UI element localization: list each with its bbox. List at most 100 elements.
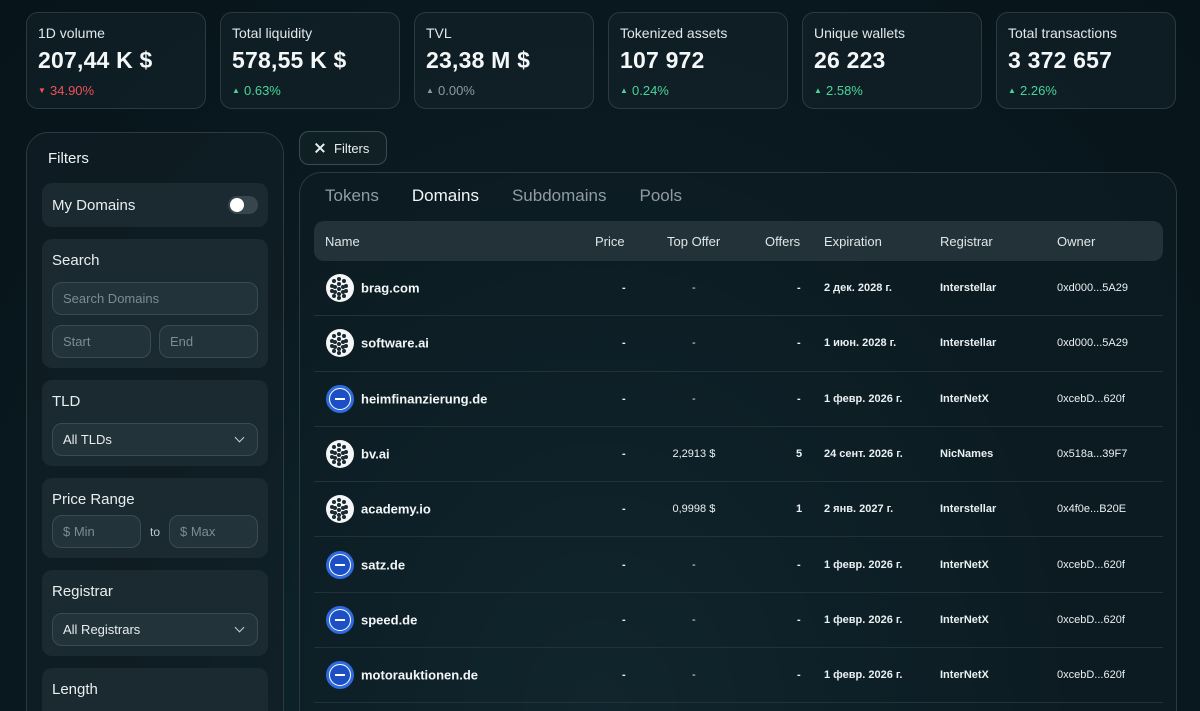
stat-label: Unique wallets (814, 25, 906, 41)
table-row[interactable]: academy.io - 0,9998 $ 1 2 янв. 2027 г. I… (314, 482, 1163, 538)
search-filter: Search Search Domains Start End (42, 239, 268, 368)
minus-logo-icon (326, 605, 354, 634)
domain-name[interactable]: speed.de (361, 612, 418, 628)
stat-label: Total liquidity (232, 25, 313, 41)
triangle-down-icon: ▼ (38, 86, 46, 95)
search-label: Search (52, 252, 100, 269)
length-label: Length (52, 681, 98, 698)
my-domains-toggle[interactable] (228, 196, 258, 214)
price-range-label: Price Range (52, 491, 135, 508)
offers-cell: - (797, 558, 801, 571)
owner-cell[interactable]: 0xcebD...620f (1057, 392, 1125, 405)
column-header-price[interactable]: Price (595, 234, 625, 249)
owner-cell[interactable]: 0xcebD...620f (1057, 669, 1125, 682)
toggle-knob (230, 198, 244, 212)
column-header-top-offer[interactable]: Top Offer (667, 234, 721, 249)
top-offer-cell: - (692, 337, 696, 350)
registrar-cell: NicNames (940, 448, 994, 461)
stat-change-value: 2.58% (826, 83, 863, 98)
sidebar-title: Filters (48, 150, 89, 167)
column-header-expiration[interactable]: Expiration (824, 234, 882, 249)
column-header-registrar[interactable]: Registrar (940, 234, 993, 249)
registrar-cell: Interstellar (940, 282, 997, 295)
stat-value: 207,44 K $ (38, 47, 153, 73)
owner-cell[interactable]: 0x4f0e...B20E (1057, 503, 1127, 516)
owner-cell[interactable]: 0xd000...5A29 (1057, 337, 1128, 350)
column-header-owner[interactable]: Owner (1057, 234, 1096, 249)
price-cell: - (622, 613, 626, 626)
domain-name[interactable]: heimfinanzierung.de (361, 391, 488, 407)
tab-bar: Tokens Domains Subdomains Pools (325, 186, 682, 206)
stat-card-total-transactions: Total transactions 3 372 657 ▲ 2.26% (996, 12, 1176, 109)
price-cell: - (622, 392, 626, 405)
offers-cell: - (797, 613, 801, 626)
domain-name[interactable]: software.ai (361, 335, 429, 351)
triangle-up-icon: ▲ (620, 86, 628, 95)
minus-logo-icon (326, 661, 354, 690)
stat-value: 3 372 657 (1008, 47, 1113, 73)
owner-cell[interactable]: 0xcebD...620f (1057, 558, 1125, 571)
offers-cell: - (797, 392, 801, 405)
owner-cell[interactable]: 0xcebD...620f (1057, 613, 1125, 626)
chevron-down-icon (234, 432, 245, 443)
offers-cell: - (797, 337, 801, 350)
registrar-cell: InterNetX (940, 613, 989, 626)
registrar-selected-value: All Registrars (63, 622, 141, 637)
table-row[interactable]: motorauktionen.de - - - 1 февр. 2026 г. … (314, 648, 1163, 704)
filters-sidebar: Filters My Domains Search Search Domains… (26, 132, 284, 711)
top-offer-cell: - (692, 282, 696, 295)
triangle-up-icon: ▲ (426, 86, 434, 95)
registrar-cell: Interstellar (940, 503, 997, 516)
table-row[interactable]: heimfinanzierung.de - - - 1 февр. 2026 г… (314, 372, 1163, 427)
stat-value: 26 223 (814, 47, 886, 73)
price-cell: - (622, 669, 626, 682)
table-row[interactable]: satz.de - - - 1 февр. 2026 г. InterNetX … (314, 537, 1163, 593)
domain-name[interactable]: motorauktionen.de (361, 667, 479, 683)
domain-name[interactable]: satz.de (361, 557, 406, 573)
price-cell: - (622, 503, 626, 516)
table-row[interactable]: brag.com - - - 2 дек. 2028 г. Interstell… (314, 261, 1163, 317)
end-input[interactable]: End (159, 325, 258, 358)
registrar-filter: Registrar All Registrars (42, 570, 268, 656)
table-row[interactable]: speed.de - - - 1 февр. 2026 г. InterNetX… (314, 593, 1163, 649)
column-header-offers[interactable]: Offers (765, 234, 801, 249)
dots-logo-icon (326, 274, 354, 303)
table-row[interactable]: bv.ai - 2,2913 $ 5 24 сент. 2026 г. NicN… (314, 427, 1163, 483)
owner-cell[interactable]: 0x518a...39F7 (1057, 448, 1128, 461)
price-max-input[interactable]: $ Max (169, 515, 259, 548)
price-min-input[interactable]: $ Min (52, 515, 141, 548)
offers-cell: - (797, 282, 801, 295)
price-range-filter: Price Range $ Min to $ Max (42, 478, 268, 558)
stat-label: Total transactions (1008, 25, 1117, 41)
column-header-name[interactable]: Name (325, 234, 360, 249)
stat-card-tokenized-assets: Tokenized assets 107 972 ▲ 0.24% (608, 12, 788, 109)
tld-select[interactable]: All TLDs (52, 423, 258, 456)
expiration-cell: 24 сент. 2026 г. (824, 448, 903, 461)
registrar-select[interactable]: All Registrars (52, 613, 258, 646)
domain-name[interactable]: bv.ai (361, 446, 390, 462)
triangle-up-icon: ▲ (1008, 86, 1016, 95)
expiration-cell: 1 июн. 2028 г. (824, 337, 897, 350)
stat-value: 107 972 (620, 47, 705, 73)
tab-pools[interactable]: Pools (639, 186, 683, 205)
domain-name[interactable]: academy.io (361, 501, 431, 517)
domain-name[interactable]: brag.com (361, 280, 420, 296)
search-input[interactable]: Search Domains (52, 282, 258, 315)
tab-tokens[interactable]: Tokens (325, 186, 379, 205)
stat-change: ▲ 2.58% (814, 83, 981, 98)
length-filter: Length (42, 668, 268, 711)
tld-label: TLD (52, 393, 81, 410)
owner-cell[interactable]: 0xd000...5A29 (1057, 282, 1128, 295)
registrar-label: Registrar (52, 583, 113, 600)
stat-change: ▲ 0.24% (620, 83, 787, 98)
table-row[interactable]: software.ai - - - 1 июн. 2028 г. Interst… (314, 316, 1163, 372)
stat-change-value: 34.90% (50, 83, 95, 98)
stat-change-value: 0.00% (438, 83, 475, 98)
table-header: Name Price Top Offer Offers Expiration R… (314, 221, 1163, 261)
filters-button-label: Filters (334, 140, 370, 156)
start-input[interactable]: Start (52, 325, 151, 358)
filters-toggle-button[interactable]: Filters (299, 131, 387, 165)
tab-subdomains[interactable]: Subdomains (511, 186, 607, 205)
tab-domains[interactable]: Domains (411, 186, 479, 205)
stat-change-value: 2.26% (1020, 83, 1057, 98)
